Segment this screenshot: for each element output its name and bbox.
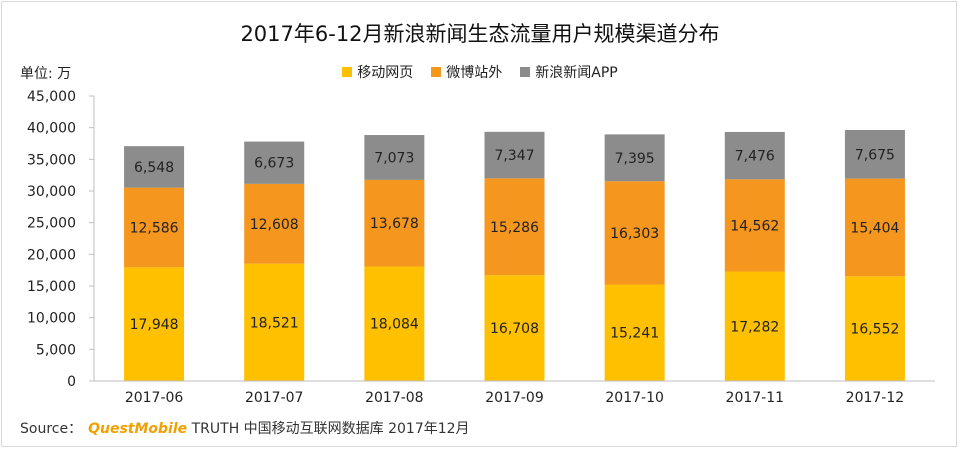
legend-label-weibo-external: 微博站外 [446, 65, 503, 81]
data-label: 17,282 [730, 319, 779, 335]
data-label: 7,395 [615, 151, 655, 167]
legend-label-sina-news-app: 新浪新闻APP [535, 65, 618, 81]
bar-segment [724, 179, 785, 272]
data-label: 7,347 [494, 148, 534, 164]
bar-segment [124, 267, 185, 381]
data-label: 12,586 [130, 220, 179, 236]
x-tick-label: 2017-09 [485, 390, 544, 406]
bar-segment [244, 141, 305, 184]
data-label: 7,476 [735, 149, 775, 165]
legend-swatch-mobile-web [342, 67, 353, 77]
legend: 移动网页 微博站外 新浪新闻APP [0, 62, 960, 82]
data-label: 12,608 [250, 217, 299, 233]
legend-label-mobile-web: 移动网页 [357, 65, 414, 81]
source-rest: TRUTH 中国移动互联网数据库 2017年12月 [191, 421, 470, 437]
bar-segment [844, 276, 905, 381]
bar-segment [124, 187, 185, 268]
y-tick-label: 10,000 [27, 311, 76, 327]
y-tick-label: 40,000 [27, 121, 76, 137]
bar-segment [244, 263, 305, 381]
x-tick-label: 2017-07 [245, 390, 304, 406]
data-label: 6,673 [254, 156, 294, 172]
bar-segment [604, 284, 665, 381]
data-label: 16,552 [850, 322, 899, 338]
legend-item-weibo-external: 微博站外 [431, 62, 502, 82]
unit-label: 单位: 万 [20, 66, 72, 82]
source-prefix: Source： [20, 421, 83, 437]
y-tick-label: 35,000 [27, 152, 76, 168]
bar-segment [484, 178, 545, 276]
bar-segment [844, 130, 905, 179]
data-label: 15,241 [610, 326, 659, 342]
data-label: 13,678 [370, 216, 419, 232]
legend-swatch-weibo-external [431, 67, 442, 77]
bar-segment [124, 146, 185, 188]
bar-segment [364, 135, 425, 180]
legend-swatch-sina-news-app [520, 67, 531, 77]
bar-segment [484, 275, 545, 381]
x-tick-label: 2017-10 [605, 390, 664, 406]
legend-item-sina-news-app: 新浪新闻APP [520, 62, 618, 82]
x-tick-label: 2017-06 [125, 390, 184, 406]
y-tick-label: 5,000 [36, 342, 76, 358]
bar-segment [604, 134, 665, 182]
y-tick-label: 20,000 [27, 247, 76, 263]
bar-segment [724, 131, 785, 180]
y-tick-label: 25,000 [27, 216, 76, 232]
x-tick-label: 2017-12 [846, 390, 905, 406]
data-label: 14,562 [730, 218, 779, 234]
source-brand: QuestMobile [88, 421, 188, 437]
source-note: Source： QuestMobile TRUTH 中国移动互联网数据库 2017… [20, 418, 470, 438]
data-label: 17,948 [130, 317, 179, 333]
bar-segment [244, 183, 305, 264]
data-label: 7,073 [374, 150, 414, 166]
y-tick-label: 30,000 [27, 184, 76, 200]
x-tick-label: 2017-11 [726, 390, 785, 406]
bar-segment [724, 271, 785, 381]
y-tick-label: 15,000 [27, 279, 76, 295]
bar-segment [604, 181, 665, 285]
data-label: 18,084 [370, 317, 419, 333]
data-label: 18,521 [250, 315, 299, 331]
legend-item-mobile-web: 移动网页 [342, 62, 413, 82]
data-label: 16,303 [610, 226, 659, 242]
bar-segment [844, 178, 905, 277]
data-label: 7,675 [855, 147, 895, 163]
data-label: 15,404 [850, 220, 899, 236]
data-label: 6,548 [134, 160, 174, 176]
chart-title: 2017年6-12月新浪新闻生态流量用户规模渠道分布 [240, 22, 720, 46]
x-tick-label: 2017-08 [365, 390, 424, 406]
bar-segment [484, 131, 545, 179]
y-tick-label: 0 [67, 374, 76, 390]
data-label: 15,286 [490, 220, 539, 236]
bar-segment [364, 266, 425, 381]
bar-segment [364, 179, 425, 267]
y-tick-label: 45,000 [27, 89, 76, 105]
data-label: 16,708 [490, 321, 539, 337]
